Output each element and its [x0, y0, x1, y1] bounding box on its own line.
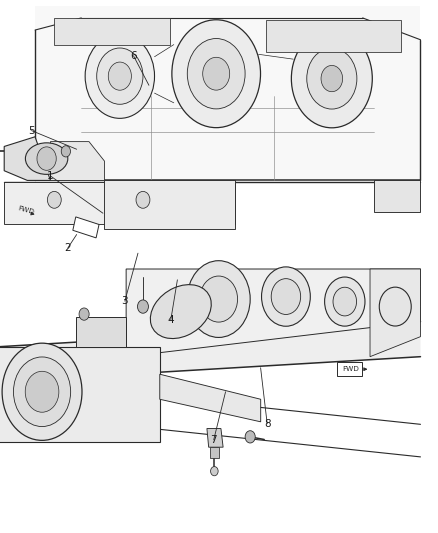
Text: 1: 1: [47, 171, 54, 181]
Circle shape: [187, 38, 245, 109]
Circle shape: [61, 146, 71, 157]
Text: 3: 3: [121, 296, 128, 306]
Circle shape: [321, 66, 343, 92]
Circle shape: [85, 34, 155, 118]
Polygon shape: [266, 20, 401, 52]
Polygon shape: [160, 374, 261, 422]
Polygon shape: [126, 269, 420, 357]
Polygon shape: [0, 346, 160, 442]
FancyBboxPatch shape: [337, 362, 362, 376]
Polygon shape: [374, 180, 420, 212]
Circle shape: [138, 300, 148, 313]
Ellipse shape: [25, 143, 68, 174]
Circle shape: [37, 147, 56, 171]
Circle shape: [211, 466, 218, 476]
Circle shape: [203, 57, 230, 90]
Polygon shape: [76, 317, 126, 346]
Circle shape: [245, 431, 255, 443]
Circle shape: [187, 261, 250, 337]
Text: 4: 4: [167, 315, 174, 325]
Circle shape: [325, 277, 365, 326]
Circle shape: [291, 29, 372, 128]
Circle shape: [97, 48, 143, 104]
Polygon shape: [54, 18, 170, 45]
FancyBboxPatch shape: [73, 217, 99, 238]
Polygon shape: [210, 447, 219, 458]
Polygon shape: [370, 269, 420, 357]
Circle shape: [2, 343, 82, 440]
Polygon shape: [4, 137, 50, 180]
Ellipse shape: [150, 285, 211, 338]
Circle shape: [307, 48, 357, 109]
Text: 6: 6: [130, 51, 137, 61]
Circle shape: [379, 287, 411, 326]
Circle shape: [14, 357, 71, 426]
Circle shape: [79, 308, 89, 320]
Circle shape: [108, 62, 131, 90]
Polygon shape: [0, 321, 420, 382]
Circle shape: [47, 191, 61, 208]
Circle shape: [333, 287, 357, 316]
Text: 5: 5: [28, 126, 35, 135]
Circle shape: [136, 191, 150, 208]
Polygon shape: [104, 180, 236, 229]
Text: 8: 8: [264, 419, 271, 429]
Polygon shape: [35, 6, 420, 180]
Circle shape: [172, 20, 261, 127]
Polygon shape: [4, 182, 236, 224]
Text: FWD: FWD: [343, 366, 359, 372]
Text: 2: 2: [64, 243, 71, 253]
Circle shape: [200, 276, 237, 322]
Polygon shape: [207, 429, 223, 447]
Circle shape: [25, 372, 59, 412]
Text: 7: 7: [210, 435, 217, 445]
Text: FWD: FWD: [17, 206, 35, 216]
Circle shape: [261, 267, 310, 326]
Circle shape: [271, 279, 300, 314]
Polygon shape: [50, 142, 104, 180]
